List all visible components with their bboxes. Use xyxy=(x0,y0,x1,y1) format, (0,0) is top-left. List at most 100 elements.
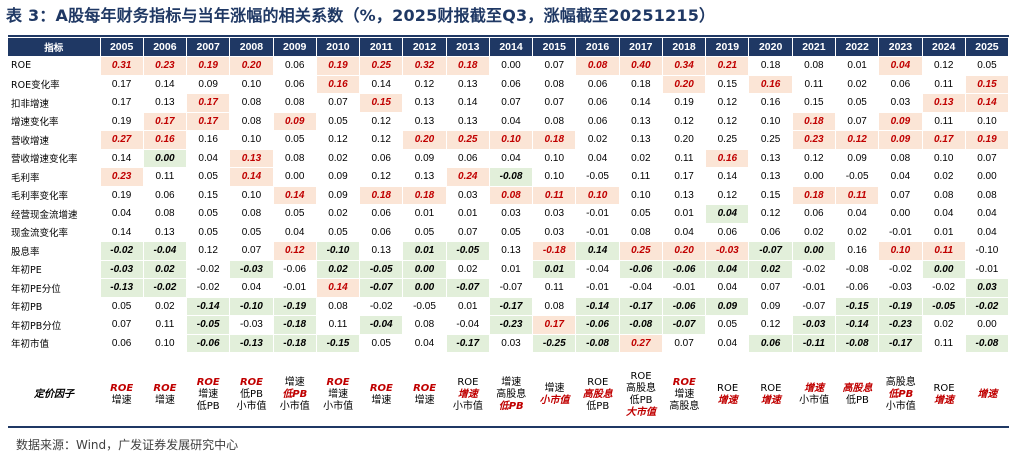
table-cell: -0.23 xyxy=(489,315,534,335)
table-cell: 0.15 xyxy=(186,186,231,205)
table-cell: -0.08 xyxy=(965,334,1010,353)
table-cell: 0.00 xyxy=(878,204,923,224)
pricing-factor-item: ROE xyxy=(413,383,437,394)
row-label: 毛利率 xyxy=(8,167,101,187)
pricing-factor-item: 低PB xyxy=(846,395,869,406)
table-cell: -0.06 xyxy=(619,260,663,279)
table-cell: 0.01 xyxy=(922,223,966,242)
table-cell: 0.32 xyxy=(402,56,447,76)
correlation-table-body: 指标 2005 2006 2007 2008 2009 2010 2011 2012 2013 2… xyxy=(8,38,1010,353)
table-cell: 0.15 xyxy=(965,75,1010,94)
pricing-factor-item: 高股息 xyxy=(669,401,700,412)
table-cell: 0.06 xyxy=(273,75,317,94)
table-cell: 0.14 xyxy=(316,278,361,298)
table-cell: 0.17 xyxy=(922,130,966,150)
table-cell: 0.04 xyxy=(489,112,534,131)
table-row: 年初PB分位 0.07 0.11 -0.05 -0.03 -0.18 0.11 -0.04 0.… xyxy=(8,315,1010,335)
table-cell: -0.04 xyxy=(143,241,188,261)
pricing-factor-item: 增速 xyxy=(760,395,781,406)
table-cell: -0.01 xyxy=(575,278,620,298)
row-label: 年初PB xyxy=(8,297,101,316)
table-cell: 0.06 xyxy=(489,75,534,94)
table-row: 毛利率变化率 0.19 0.06 0.15 0.10 0.14 0.09 0.18 0.18 0.… xyxy=(8,186,1010,205)
table-cell: 0.34 xyxy=(662,56,707,76)
table-cell: 0.04 xyxy=(575,149,620,168)
table-cell: 0.04 xyxy=(489,149,534,168)
table-cell: 0.03 xyxy=(446,186,490,205)
table-cell: 0.08 xyxy=(532,112,577,131)
table-cell: 0.02 xyxy=(835,75,880,94)
table-cell: 0.10 xyxy=(229,130,274,150)
pricing-factor-item: ROE xyxy=(110,383,134,394)
table-cell: 0.05 xyxy=(186,167,231,187)
table-cell: 0.10 xyxy=(878,241,923,261)
table-cell: 0.09 xyxy=(273,112,317,131)
table-cell: 0.09 xyxy=(316,186,361,205)
pricing-factor-item: 增速 xyxy=(804,383,825,394)
table-cell: -0.07 xyxy=(662,315,707,335)
table-cell: 0.07 xyxy=(229,241,274,261)
table-cell: -0.14 xyxy=(186,297,231,316)
table-cell: -0.05 xyxy=(359,260,404,279)
table-cell: 0.08 xyxy=(532,75,577,94)
row-label: ROE xyxy=(8,56,101,76)
table-cell: 0.03 xyxy=(532,204,577,224)
table-cell: -0.06 xyxy=(662,297,707,316)
pricing-factor-item: ROE xyxy=(369,383,393,394)
table-cell: 0.10 xyxy=(748,112,793,131)
table-cell: -0.05 xyxy=(835,167,880,187)
header-year: 2017 xyxy=(619,38,663,57)
table-cell: 0.14 xyxy=(705,167,750,187)
pricing-factor-item: 低PB xyxy=(240,389,263,400)
header-year: 2022 xyxy=(835,38,880,57)
table-cell: 0.17 xyxy=(143,112,188,131)
table-cell: 0.07 xyxy=(748,278,793,298)
table-cell: 0.13 xyxy=(446,112,490,131)
pricing-factor-item: 低PB xyxy=(629,395,653,406)
table-cell: 0.13 xyxy=(402,112,447,131)
table-cell: 0.13 xyxy=(662,186,707,205)
table-cell: 0.00 xyxy=(402,260,447,279)
header-year: 2021 xyxy=(792,38,837,57)
pricing-factor-cell: ROE 增速 xyxy=(749,366,792,424)
table-cell: 0.06 xyxy=(748,334,793,353)
table-cell: 0.04 xyxy=(705,260,750,279)
table-cell: -0.05 xyxy=(402,297,447,316)
table-cell: 0.11 xyxy=(662,149,707,168)
pricing-factor-cell: 增速 低PB 小市值 xyxy=(273,366,316,424)
table-cell: 0.05 xyxy=(273,130,317,150)
pricing-factor-item: 增速 xyxy=(977,389,998,400)
header-year: 2014 xyxy=(489,38,534,57)
table-cell: 0.06 xyxy=(359,223,404,242)
pricing-factor-item: 低PB xyxy=(498,401,524,412)
table-cell: 0.17 xyxy=(100,93,144,113)
table-cell: 0.02 xyxy=(922,315,966,335)
pricing-factor-item: ROE xyxy=(196,377,220,388)
pricing-factor-item: ROE xyxy=(587,377,609,388)
table-cell: 0.12 xyxy=(922,56,966,76)
table-cell: 0.18 xyxy=(446,56,490,76)
table-cell: 0.40 xyxy=(619,56,663,76)
table-cell: -0.01 xyxy=(792,278,837,298)
table-cell: 0.13 xyxy=(229,149,274,168)
pricing-factor-item: 增速 xyxy=(328,389,349,400)
table-cell: -0.23 xyxy=(878,315,923,335)
table-cell: 0.14 xyxy=(229,167,274,187)
pricing-factor-item: 小市值 xyxy=(323,401,354,412)
table-cell: -0.04 xyxy=(575,260,620,279)
header-year: 2020 xyxy=(748,38,793,57)
header-year: 2008 xyxy=(229,38,274,57)
table-cell: 0.06 xyxy=(143,186,188,205)
table-cell: 0.19 xyxy=(100,112,144,131)
table-row: 年初PE分位 -0.13 -0.02 -0.02 0.04 -0.01 0.14 -0.07 0… xyxy=(8,278,1010,298)
table-cell: 0.05 xyxy=(402,223,447,242)
pricing-factor-item: 低PB xyxy=(282,389,308,400)
table-cell: 0.02 xyxy=(748,260,793,279)
table-row: 营收增速 0.27 0.16 0.16 0.10 0.05 0.12 0.12 0.20 0.25… xyxy=(8,130,1010,150)
table-cell: -0.14 xyxy=(575,297,620,316)
table-cell: 0.20 xyxy=(662,75,707,94)
table-cell: -0.08 xyxy=(835,334,880,353)
table-cell: -0.02 xyxy=(186,260,231,279)
table-row: ROE变化率 0.17 0.14 0.09 0.10 0.06 0.16 0.14 0.12 0.… xyxy=(8,75,1010,94)
table-cell: 0.04 xyxy=(878,167,923,187)
